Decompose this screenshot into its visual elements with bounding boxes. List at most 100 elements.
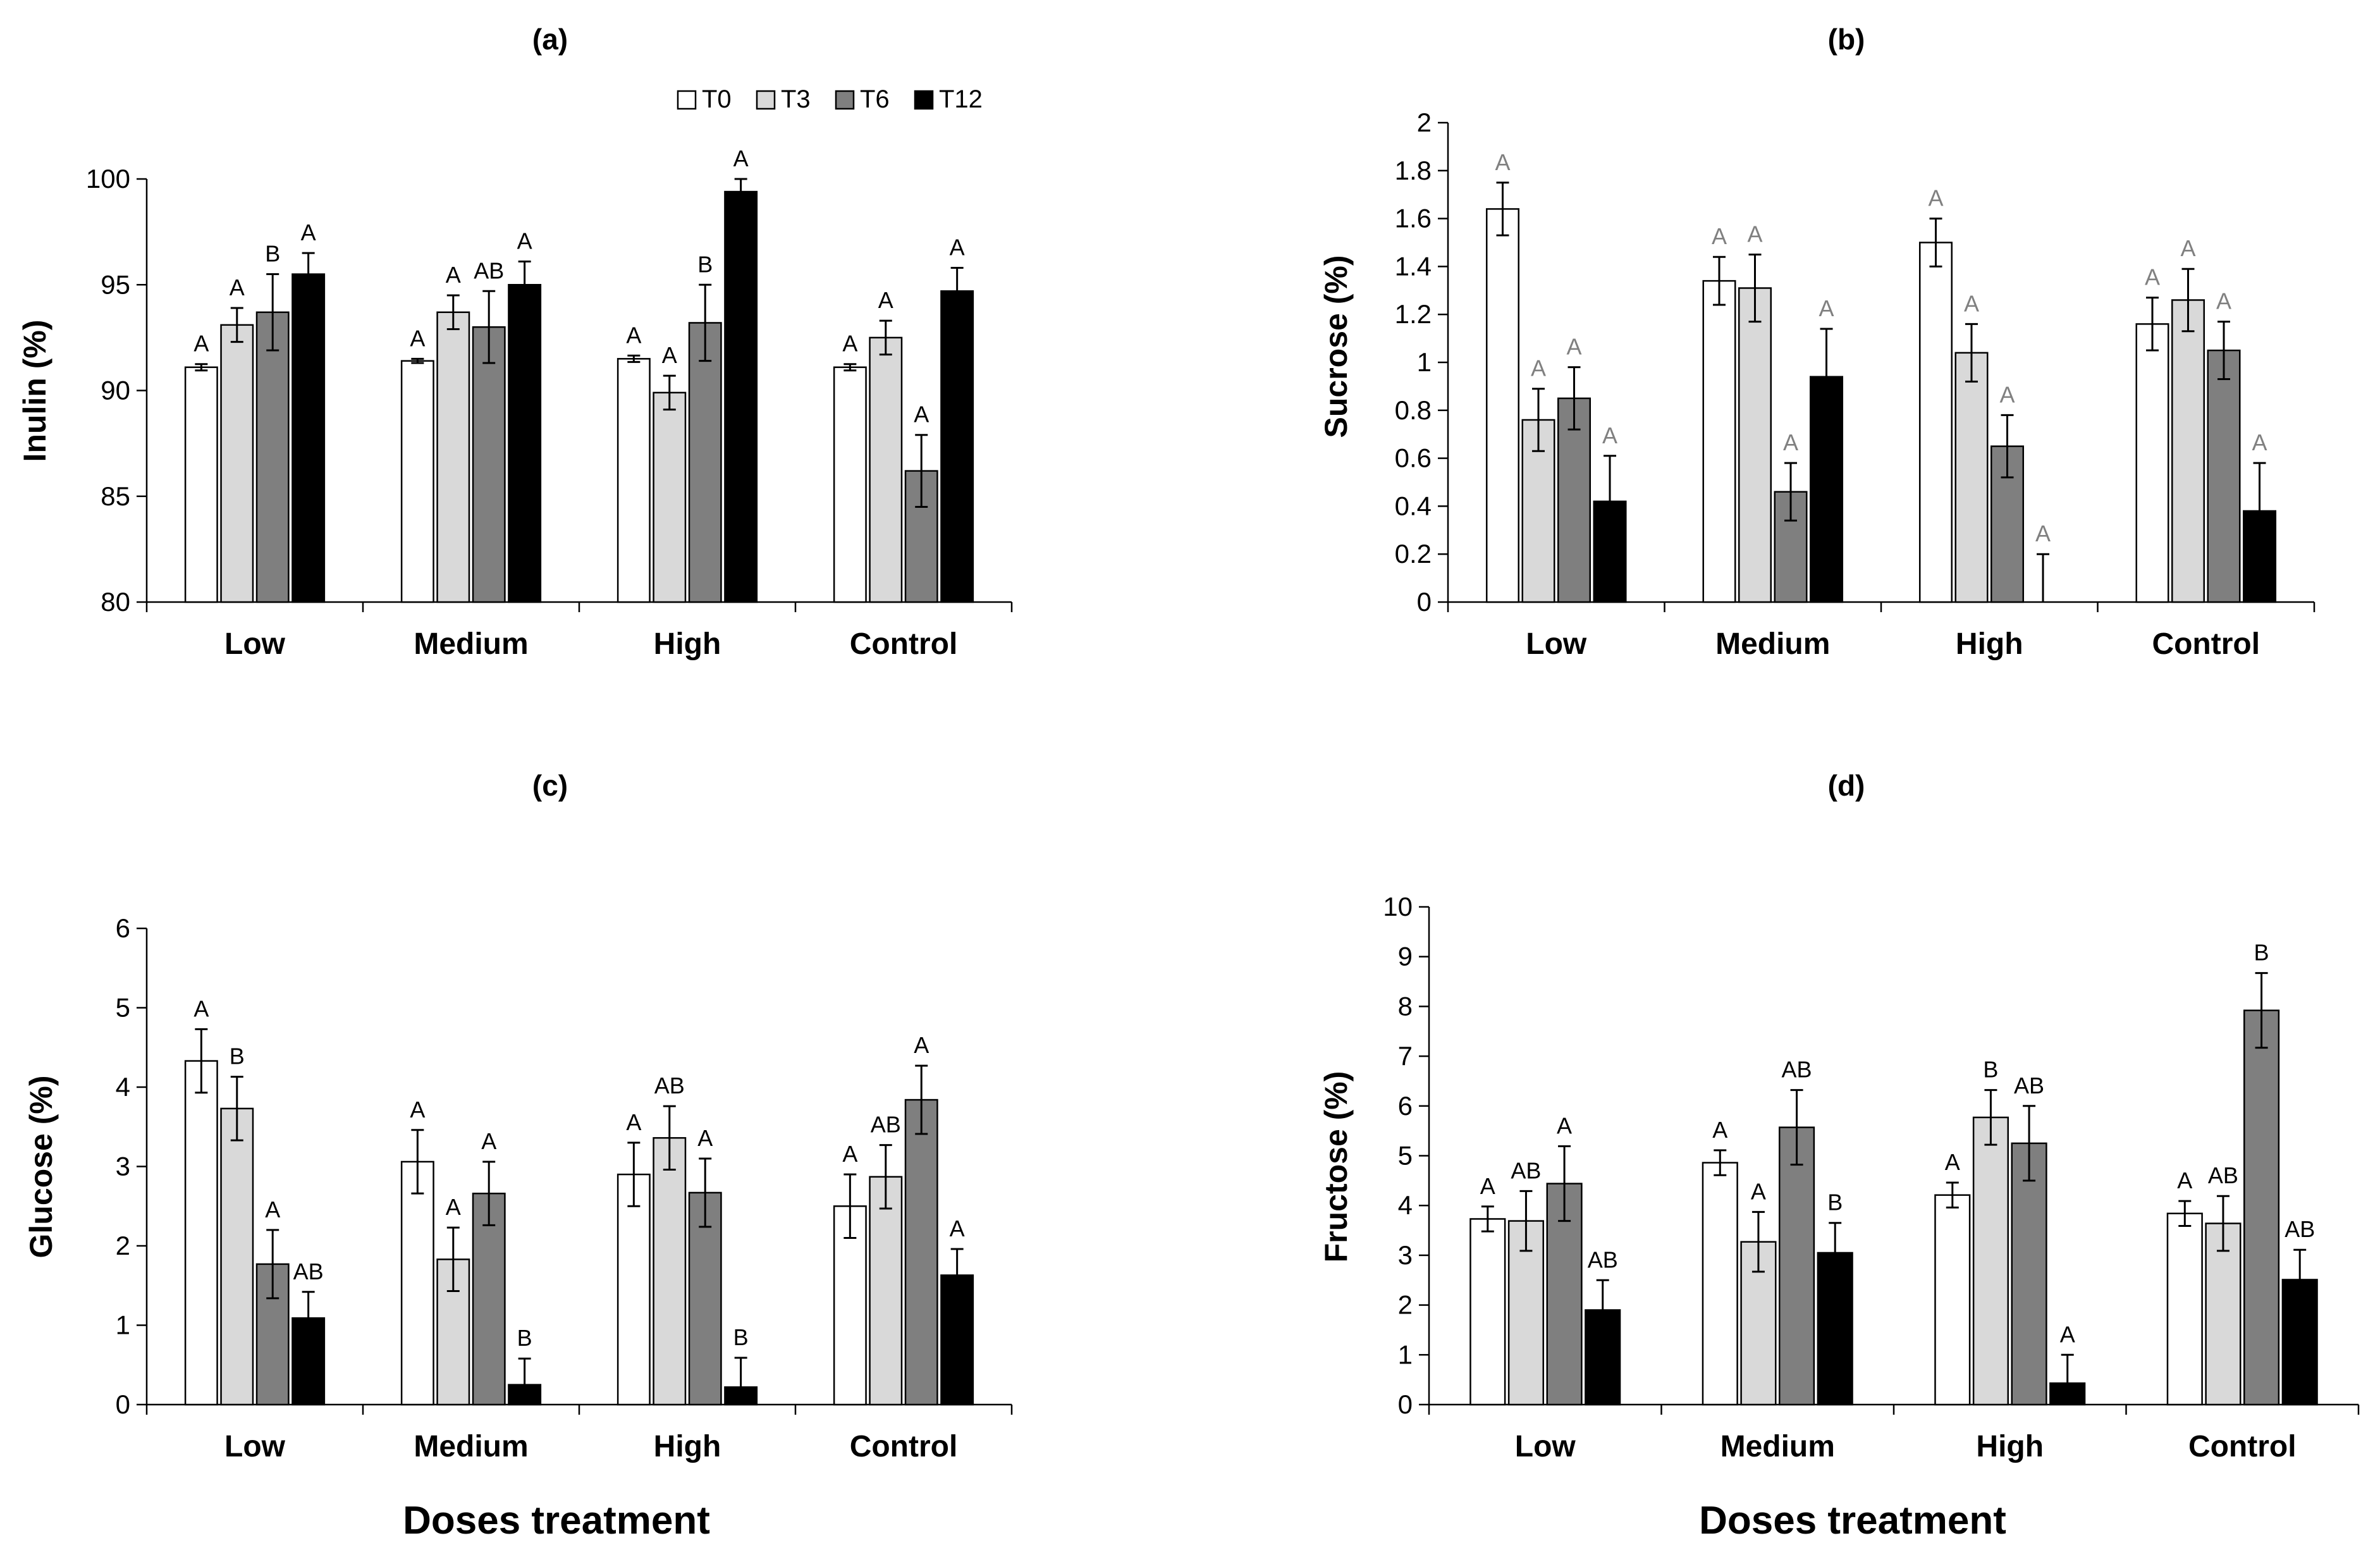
significance-letter: AB xyxy=(1511,1157,1541,1183)
significance-letter: A xyxy=(626,1109,641,1135)
bar xyxy=(1954,352,1989,603)
bar xyxy=(508,284,542,603)
significance-letter: A xyxy=(662,342,677,368)
bar xyxy=(904,1099,938,1406)
bar xyxy=(904,470,938,603)
significance-letter: A xyxy=(230,274,245,300)
bar xyxy=(833,366,867,603)
significance-letter: A xyxy=(517,228,532,254)
significance-letter: A xyxy=(2177,1167,2192,1193)
y-tick-label: 0.4 xyxy=(1395,491,1432,520)
bar xyxy=(400,360,434,603)
bar xyxy=(1702,280,1736,603)
significance-letter: A xyxy=(1945,1149,1960,1175)
y-tick-label: 1.2 xyxy=(1395,299,1432,329)
bar xyxy=(724,190,758,603)
significance-letter: A xyxy=(2145,264,2160,290)
x-category-label: Control xyxy=(2152,627,2260,661)
significance-letter: A xyxy=(1999,381,2015,407)
legend-swatch xyxy=(835,90,855,110)
y-tick-label: 2 xyxy=(116,1231,130,1260)
significance-letter: A xyxy=(914,1032,929,1058)
significance-letter: A xyxy=(1751,1178,1766,1204)
y-tick-label: 0.6 xyxy=(1395,443,1432,473)
bar xyxy=(1485,208,1519,603)
panel-c-glucose-chart: (c) Glucose (%) 0123456LowABAABMediumAAA… xyxy=(23,769,1013,1463)
significance-letter: A xyxy=(2060,1321,2075,1347)
panel-a-inulin-chart: (a) Inulin (%) 80859095100LowAABAMediumA… xyxy=(17,23,1013,661)
significance-letter: B xyxy=(1983,1057,1998,1083)
significance-letter: A xyxy=(1480,1173,1495,1199)
panel-title: (d) xyxy=(1828,769,1865,802)
x-category-label: High xyxy=(1976,1430,2044,1463)
significance-letter: A xyxy=(2252,429,2267,455)
significance-letter: AB xyxy=(474,257,504,283)
bar xyxy=(2135,323,2169,603)
significance-letter: A xyxy=(446,262,461,288)
y-tick-label: 1 xyxy=(116,1310,130,1340)
x-category-label: Low xyxy=(1515,1430,1576,1463)
x-category-label: Control xyxy=(850,1430,958,1463)
significance-letter: A xyxy=(2035,520,2051,546)
bar xyxy=(1738,287,1772,603)
bar xyxy=(2205,1222,2242,1406)
panel-title: (c) xyxy=(532,769,568,802)
significance-letter: AB xyxy=(2208,1162,2238,1188)
y-tick-label: 3 xyxy=(116,1152,130,1181)
bar xyxy=(1740,1241,1777,1406)
x-category-label: High xyxy=(654,627,721,661)
x-axis-title-right: Doses treatment xyxy=(1699,1499,2006,1542)
bar xyxy=(688,322,722,603)
y-tick-label: 1.4 xyxy=(1395,251,1432,281)
bar xyxy=(2171,299,2205,603)
significance-letter: AB xyxy=(2014,1073,2044,1099)
significance-letter: B xyxy=(517,1325,532,1351)
significance-letter: A xyxy=(1964,290,1979,316)
y-tick-label: 80 xyxy=(101,587,130,617)
significance-letter: A xyxy=(842,331,857,357)
significance-letter: A xyxy=(2216,288,2231,314)
y-tick-label: 0.2 xyxy=(1395,539,1432,569)
bar xyxy=(653,391,687,603)
panel-b-sucrose-chart: (b) Sucrose (%) 0 0.2 0.4 0.6 0.8 1 1.2 1.4 1.6 1… xyxy=(1318,23,2316,661)
bar xyxy=(472,1192,506,1406)
x-category-label: Medium xyxy=(414,1430,528,1463)
bar xyxy=(653,1137,687,1406)
bar xyxy=(940,290,974,603)
significance-letter: A xyxy=(914,402,929,428)
significance-letter: A xyxy=(1557,1113,1572,1139)
y-tick-label: 0.8 xyxy=(1395,395,1432,425)
significance-letter: AB xyxy=(1588,1246,1618,1272)
bar xyxy=(869,336,903,603)
significance-letter: AB xyxy=(2285,1216,2315,1242)
significance-letter: A xyxy=(1566,334,1581,360)
significance-letter: A xyxy=(1747,221,1762,247)
significance-letter: A xyxy=(1783,429,1798,455)
significance-letter: A xyxy=(1531,355,1546,381)
y-tick-label: 5 xyxy=(1398,1141,1413,1171)
significance-letter: B xyxy=(265,241,280,267)
significance-letter: AB xyxy=(871,1112,901,1138)
bar xyxy=(184,366,218,603)
y-tick-label: 8 xyxy=(1398,991,1413,1021)
significance-letter: B xyxy=(697,251,713,277)
y-tick-label: 100 xyxy=(86,164,130,194)
legend-label: T6 xyxy=(860,85,890,113)
bar xyxy=(1972,1116,2009,1406)
significance-letter: A xyxy=(2180,235,2195,261)
plot-area: 00.20.40.60.811.21.41.61.82LowAAAAMedium… xyxy=(1395,108,2316,661)
significance-letter: A xyxy=(1928,185,1943,211)
significance-letter: A xyxy=(193,995,209,1021)
significance-letter: A xyxy=(193,331,209,357)
plot-area: 012345678910LowAABAABMediumAAABBHighABAB… xyxy=(1383,892,2360,1463)
y-tick-label: 95 xyxy=(101,269,130,299)
x-category-label: Control xyxy=(2188,1430,2297,1463)
bar xyxy=(2166,1212,2203,1406)
y-tick-label: 6 xyxy=(1398,1091,1413,1121)
bar xyxy=(2243,1009,2280,1406)
significance-letter: A xyxy=(481,1128,496,1154)
significance-letter: A xyxy=(301,219,316,245)
plot-area: 0123456LowABAABMediumAAABHighAABABContro… xyxy=(116,913,1013,1463)
x-category-label: Control xyxy=(850,627,958,661)
